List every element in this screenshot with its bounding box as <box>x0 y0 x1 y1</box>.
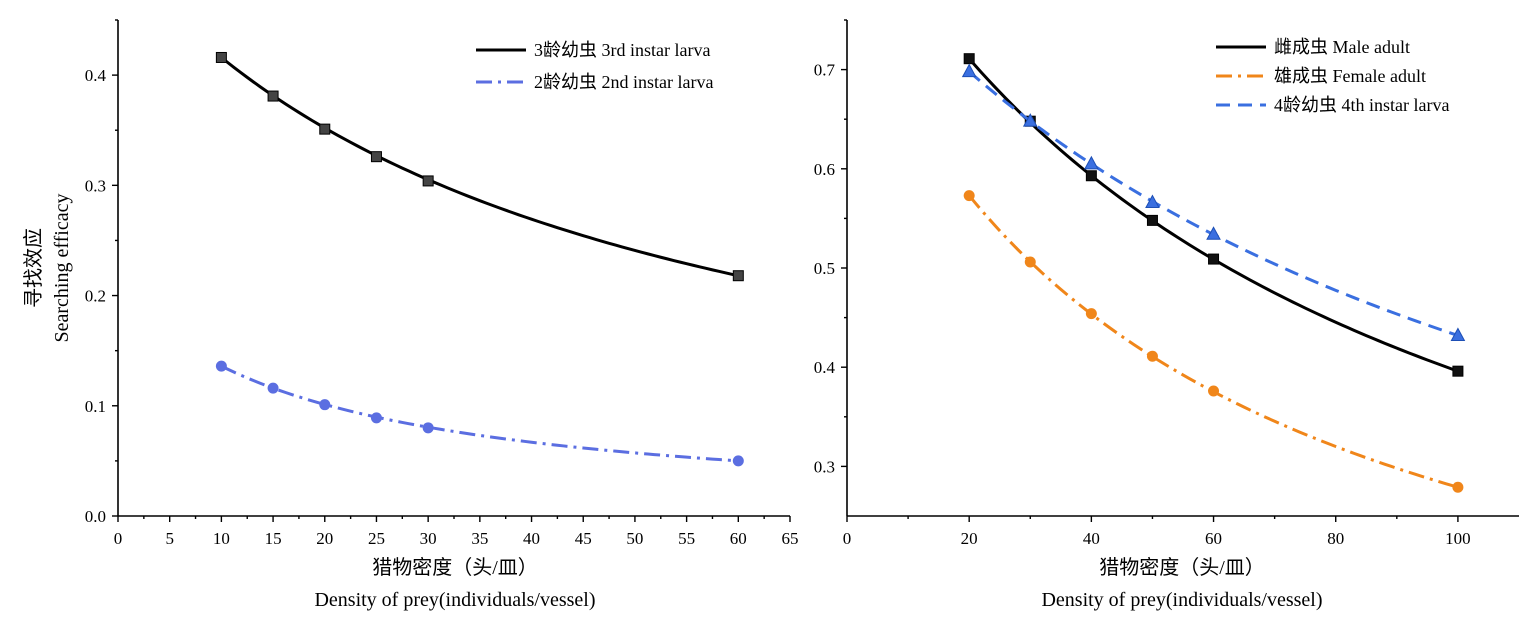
left-legend-label: 2龄幼虫 2nd instar larva <box>534 72 713 92</box>
right-x-tick-label: 40 <box>1083 529 1100 548</box>
right-x-tick-label: 80 <box>1327 529 1344 548</box>
right-y-tick-label: 0.6 <box>814 160 835 179</box>
right-y-tick-label: 0.5 <box>814 259 835 278</box>
left-y-tick-label: 0.2 <box>85 287 106 306</box>
right-series-2-point <box>961 63 977 78</box>
right-series-0-point <box>963 53 975 65</box>
right-series-2-point <box>1145 194 1160 209</box>
right-series-1-point <box>1085 308 1097 320</box>
right-series-1-point <box>1208 385 1220 397</box>
left-series-0-point <box>319 123 331 135</box>
right-series-2-point <box>1450 327 1466 341</box>
left-x-tick-label: 55 <box>678 529 695 548</box>
right-series-0-point <box>1146 214 1158 226</box>
right-series-2-point <box>1206 226 1221 240</box>
right-y-tick-label: 0.3 <box>814 457 835 476</box>
right-plot-area: 0 20 40 60 80 100 0.3 0.4 0.5 0.6 0.7 雌成虫 Male adul… <box>814 19 1519 548</box>
left-legend-label: 3龄幼虫 3rd instar larva <box>534 40 710 60</box>
right-y-tick-label: 0.4 <box>814 358 836 377</box>
right-x-tick-label: 60 <box>1205 529 1222 548</box>
left-ylabel-en: Searching efficacy <box>51 194 73 343</box>
left-series-1-point <box>370 412 382 424</box>
right-series-1-point <box>963 190 975 202</box>
left-xlabel-en: Density of prey(individuals/vessel) <box>314 589 595 611</box>
left-x-tick-label: 60 <box>730 529 747 548</box>
left-x-tick-label: 40 <box>523 529 540 548</box>
left-series-1-line <box>220 364 739 463</box>
right-series-2-point <box>1022 113 1038 127</box>
left-y-tick-label: 0.4 <box>85 66 107 85</box>
right-x-tick-label: 0 <box>843 529 852 548</box>
left-series-1-point <box>267 382 279 394</box>
right-series-1-point <box>1146 350 1158 362</box>
left-series-0-point <box>215 51 227 63</box>
left-series-0-line <box>220 56 739 278</box>
left-series-0-point <box>732 270 744 282</box>
left-x-tick-label: 5 <box>165 529 174 548</box>
left-x-tick-label: 15 <box>265 529 282 548</box>
right-x-tick-label: 100 <box>1445 529 1471 548</box>
left-series-1-point <box>422 422 434 434</box>
left-x-tick-label: 10 <box>213 529 230 548</box>
left-x-tick-label: 50 <box>626 529 643 548</box>
right-legend-label: 雌成虫 Male adult <box>1274 37 1410 57</box>
left-series-1-point <box>732 455 744 467</box>
right-series-0-point <box>1452 365 1464 377</box>
right-series-0-point <box>1085 170 1097 182</box>
left-x-tick-label: 20 <box>316 529 333 548</box>
right-xlabel-en: Density of prey(individuals/vessel) <box>1041 589 1322 611</box>
left-xlabel-cn: 猎物密度（头/皿） <box>372 556 538 579</box>
left-series-0-point <box>267 90 279 102</box>
right-legend-label: 雄成虫 Female adult <box>1274 66 1426 86</box>
left-x-tick-label: 0 <box>114 529 123 548</box>
left-y-tick-label: 0.3 <box>85 176 106 195</box>
left-x-tick-label: 25 <box>368 529 385 548</box>
right-series-1-point <box>1024 256 1036 268</box>
right-xlabel-cn: 猎物密度（头/皿） <box>1099 556 1265 579</box>
left-x-tick-label: 35 <box>471 529 488 548</box>
left-y-tick-label: 0.0 <box>85 507 106 526</box>
left-x-tick-label: 30 <box>420 529 437 548</box>
right-x-tick-label: 20 <box>961 529 978 548</box>
left-ylabel-cn: 寻找效应 <box>22 228 45 308</box>
left-x-tick-label: 45 <box>575 529 592 548</box>
left-series-0-point <box>422 175 434 187</box>
left-x-tick-label: 65 <box>782 529 799 548</box>
left-series-0-point <box>370 151 382 163</box>
right-legend-label: 4龄幼虫 4th instar larva <box>1274 95 1449 115</box>
left-series-1-point <box>319 399 331 411</box>
left-y-tick-label: 0.1 <box>85 397 106 416</box>
right-series-2-point <box>1084 155 1099 170</box>
left-series-1-point <box>215 360 227 372</box>
left-plot-area: 0 5 10 15 20 25 30 35 40 45 50 55 60 65 0.0 0.1 0.2 0.3 0.… <box>85 19 799 548</box>
right-series-0-point <box>1208 253 1220 265</box>
right-series-1-point <box>1452 481 1464 493</box>
right-y-tick-label: 0.7 <box>814 61 836 80</box>
